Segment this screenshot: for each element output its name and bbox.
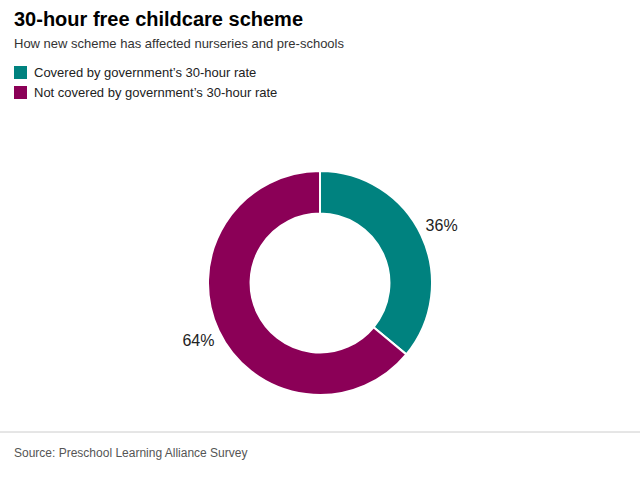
donut — [208, 171, 432, 395]
source: Source: Preschool Learning Alliance Surv… — [14, 446, 247, 460]
data-labels: 36% 64% — [182, 217, 457, 348]
data-label: 36% — [426, 217, 458, 234]
subtitle: How new scheme has affected nurseries an… — [14, 36, 344, 51]
legend-swatch — [14, 86, 27, 99]
legend: Covered by government’s 30-hour rate Not … — [14, 65, 277, 100]
data-label: 64% — [182, 332, 214, 349]
legend-label: Not covered by government’s 30-hour rate — [34, 85, 277, 100]
donut-slice — [208, 171, 406, 395]
title: 30-hour free childcare scheme — [14, 8, 303, 30]
background — [0, 0, 640, 480]
legend-swatch — [14, 66, 27, 79]
donut-slice — [320, 171, 432, 354]
separator — [0, 432, 640, 433]
chart: 30-hour free childcare scheme How new sch… — [0, 0, 640, 480]
legend-label: Covered by government’s 30-hour rate — [34, 65, 256, 80]
